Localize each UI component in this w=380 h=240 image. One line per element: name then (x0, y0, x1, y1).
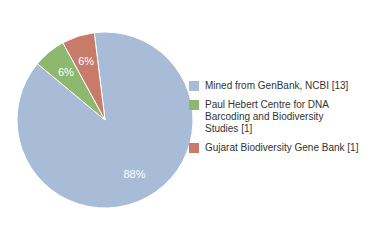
svg-text:6%: 6% (58, 66, 74, 78)
html-text:Gujarat Biodiversity Gene Bank: Gujarat Biodiversity Gene Bank [1] (205, 141, 359, 153)
svg-text:88%: 88% (123, 168, 145, 180)
html-text:Mined from GenBank, NCBI [13]: Mined from GenBank, NCBI [13] (205, 79, 349, 91)
html-text:Paul Hebert Centre for DNA Bar: Paul Hebert Centre for DNA Barcoding and… (205, 98, 329, 134)
svg-text:6%: 6% (78, 55, 94, 67)
